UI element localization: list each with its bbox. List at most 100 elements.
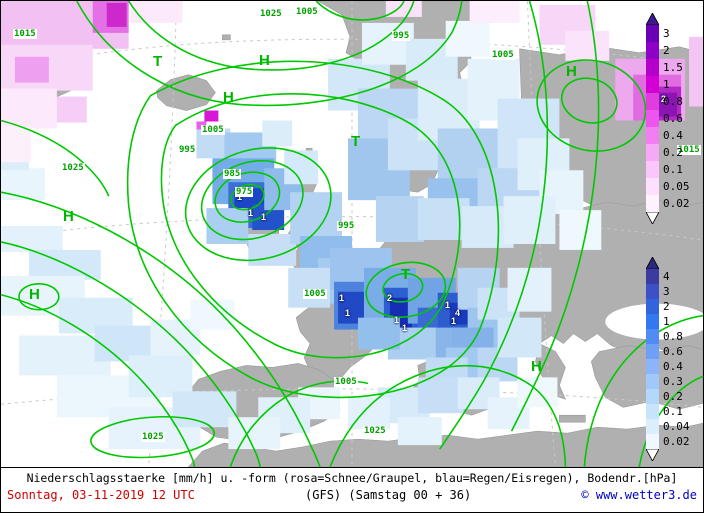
valid-datetime: Sonntag, 03-11-2019 12 UTC (7, 488, 195, 502)
legend-swatch (646, 144, 659, 161)
legend-swatch (646, 269, 659, 284)
legend-row: 2 (646, 299, 690, 314)
legend-row: 0.4 (646, 127, 690, 144)
legend-value: 0.8 (663, 330, 683, 343)
legend-swatch (646, 434, 659, 449)
high-marker: H (531, 358, 542, 375)
legend-swatch (646, 42, 659, 59)
legend-row: 3 (646, 25, 690, 42)
legend-row: 0.02 (646, 195, 690, 212)
legend-swatch (646, 127, 659, 144)
low-marker: T (401, 266, 411, 283)
legend-value: 3 (663, 27, 670, 40)
legend-value: 0.02 (663, 435, 690, 448)
land-jan-mayen (222, 34, 231, 41)
legend-row: 0.6 (646, 344, 690, 359)
caption-title: Niederschlagsstaerke [mm/h] u. -form (ro… (26, 471, 678, 485)
legend-swatch (646, 299, 659, 314)
pressure-label: 995 (337, 221, 356, 231)
precip-value: 4 (455, 308, 461, 318)
snow-scale-legend: 3 2 1.5 1 0.8 0.6 0.4 0.2 0.1 0.05 0.02 (646, 13, 690, 224)
pressure-label: 1025 (363, 426, 387, 436)
low-marker: T (153, 53, 163, 70)
legend-row: 1.5 (646, 59, 690, 76)
legend-swatch (646, 178, 659, 195)
pressure-label: 1005 (491, 50, 515, 60)
legend-swatch (646, 329, 659, 344)
precip-value: 1 (237, 192, 243, 202)
pressure-label: 1025 (141, 432, 165, 442)
legend-value: 0.2 (663, 146, 683, 159)
pressure-label: 1005 (334, 377, 358, 387)
legend-value: 1.5 (663, 61, 683, 74)
land-greece (535, 343, 566, 400)
precip-value: 1 (451, 316, 457, 326)
pressure-label: 1025 (61, 163, 85, 173)
legend-value: 1 (663, 315, 670, 328)
legend-row: 1 (646, 314, 690, 329)
legend-row: 3 (646, 284, 690, 299)
high-marker: H (63, 208, 74, 225)
legend-row: 0.4 (646, 359, 690, 374)
legend-row: 0.04 (646, 419, 690, 434)
precip-value: 1 (345, 308, 351, 318)
legend-value: 0.6 (663, 112, 683, 125)
legend-row: 0.2 (646, 389, 690, 404)
high-marker: H (259, 52, 270, 69)
high-marker: H (29, 286, 40, 303)
legend-value: 0.02 (663, 197, 690, 210)
legend-swatch (646, 110, 659, 127)
legend-value: 2 (663, 300, 670, 313)
precip-value: 1 (261, 212, 267, 222)
legend-swatch (646, 195, 659, 212)
rain-scale-down-arrow (646, 449, 659, 461)
high-marker: H (566, 63, 577, 80)
legend-value: 3 (663, 285, 670, 298)
legend-row: 0.1 (646, 404, 690, 419)
precip-value: 1 (402, 323, 408, 333)
pressure-label: 1015 (13, 29, 37, 39)
caption-area: Niederschlagsstaerke [mm/h] u. -form (ro… (1, 468, 703, 512)
legend-value: 0.05 (663, 180, 690, 193)
legend-swatch (646, 404, 659, 419)
legend-row: 0.6 (646, 110, 690, 127)
legend-swatch (646, 374, 659, 389)
pressure-label: 1005 (295, 7, 319, 17)
model-run-info: (GFS) (Samstag 00 + 36) (305, 488, 472, 502)
legend-row: 0.05 (646, 178, 690, 195)
legend-swatch (646, 161, 659, 178)
legend-value: 0.3 (663, 375, 683, 388)
legend-swatch (646, 419, 659, 434)
map-graphic (1, 1, 703, 467)
snow-precip-layer (1, 1, 703, 163)
pressure-label: 985 (223, 169, 242, 179)
snow-scale-down-arrow (646, 212, 659, 224)
legend-row: 2 (646, 42, 690, 59)
legend-value: 0.4 (663, 360, 683, 373)
legend-swatch (646, 25, 659, 42)
legend-value: 0.8 (663, 95, 683, 108)
precip-value: 1 (445, 300, 451, 310)
isobar-layer (1, 1, 703, 467)
pressure-label: 995 (392, 31, 411, 41)
copyright-link[interactable]: © www.wetter3.de (581, 488, 697, 502)
legend-swatch (646, 284, 659, 299)
legend-value: 0.1 (663, 163, 683, 176)
legend-swatch (646, 314, 659, 329)
caption-meta-row: Sonntag, 03-11-2019 12 UTC (GFS) (Samsta… (1, 485, 703, 502)
legend-row: 4 (646, 269, 690, 284)
precip-value: 1 (394, 315, 400, 325)
legend-row: 1 (646, 76, 690, 93)
pressure-label: 1025 (259, 9, 283, 19)
legend-row: 0.8 (646, 93, 690, 110)
legend-value: 0.2 (663, 390, 683, 403)
precip-value: 2 (387, 293, 393, 303)
snow-scale-up-arrow (646, 13, 659, 25)
precip-value: 1 (248, 208, 254, 218)
pressure-label: 1005 (201, 125, 225, 135)
precip-value: 2 (661, 94, 667, 104)
legend-swatch (646, 93, 659, 110)
legend-row: 0.3 (646, 374, 690, 389)
legend-swatch (646, 59, 659, 76)
legend-value: 0.4 (663, 129, 683, 142)
